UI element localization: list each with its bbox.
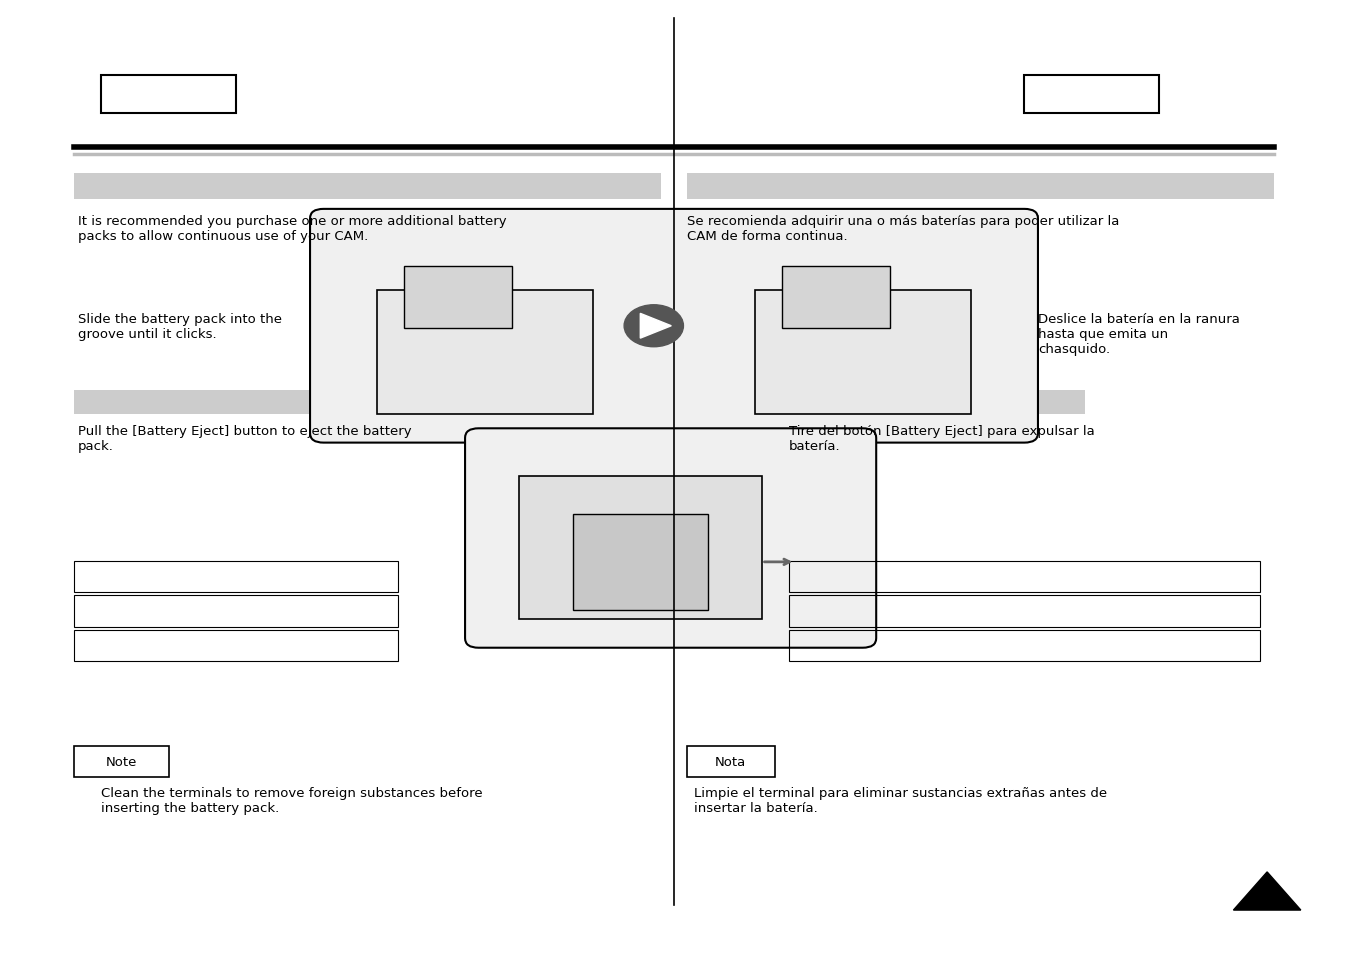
Text: It is recommended you purchase one or more additional battery
packs to allow con: It is recommended you purchase one or mo… xyxy=(78,214,507,242)
Polygon shape xyxy=(1233,872,1301,910)
Text: Tire del botón [Battery Eject] para expulsar la
batería.: Tire del botón [Battery Eject] para expu… xyxy=(789,424,1095,452)
FancyBboxPatch shape xyxy=(465,429,876,648)
Text: Deslice la batería en la ranura
hasta que emita un
chasquido.: Deslice la batería en la ranura hasta qu… xyxy=(1038,313,1240,355)
Text: Clean the terminals to remove foreign substances before
inserting the battery pa: Clean the terminals to remove foreign su… xyxy=(101,786,483,814)
Bar xyxy=(1024,76,1159,114)
Bar xyxy=(755,291,971,415)
Text: Slide the battery pack into the
groove until it clicks.: Slide the battery pack into the groove u… xyxy=(78,313,282,340)
Bar xyxy=(573,515,708,610)
Bar xyxy=(789,391,1085,415)
Bar xyxy=(789,596,1260,627)
Bar xyxy=(789,630,1260,661)
Text: Limpie el terminal para eliminar sustancias extrañas antes de
insertar la baterí: Limpie el terminal para eliminar sustanc… xyxy=(694,786,1107,814)
Bar xyxy=(74,630,398,661)
Bar xyxy=(687,746,775,777)
Bar xyxy=(101,76,236,114)
Bar xyxy=(74,391,371,415)
Bar xyxy=(687,173,1274,200)
Polygon shape xyxy=(640,314,671,339)
Bar xyxy=(74,746,168,777)
Bar xyxy=(74,596,398,627)
Circle shape xyxy=(624,305,683,347)
Text: Pull the [Battery Eject] button to eject the battery
pack.: Pull the [Battery Eject] button to eject… xyxy=(78,424,411,452)
Bar xyxy=(404,267,512,329)
Bar xyxy=(519,476,762,619)
Bar xyxy=(74,173,661,200)
Text: Note: Note xyxy=(105,755,137,768)
Text: Nota: Nota xyxy=(714,755,747,768)
Bar xyxy=(782,267,890,329)
FancyBboxPatch shape xyxy=(310,210,1038,443)
Bar xyxy=(377,291,593,415)
Text: Se recomienda adquirir una o más baterías para poder utilizar la
CAM de forma co: Se recomienda adquirir una o más batería… xyxy=(687,214,1120,242)
Bar xyxy=(74,561,398,593)
Bar xyxy=(789,561,1260,593)
